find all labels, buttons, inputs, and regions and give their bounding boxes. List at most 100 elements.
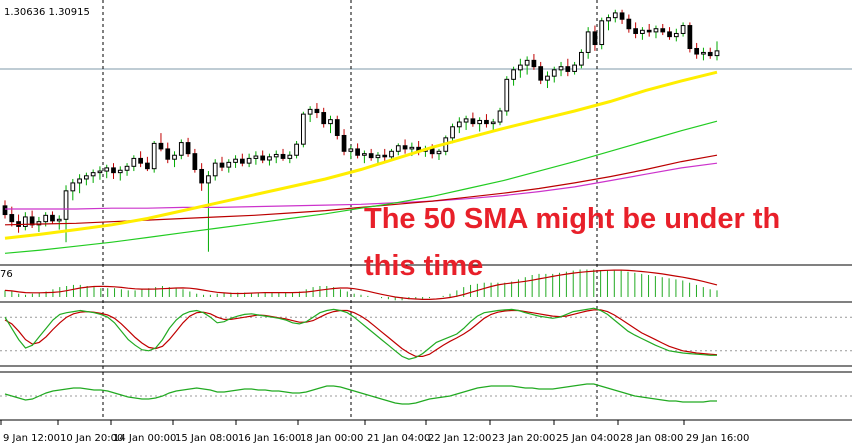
- candle-body: [694, 47, 700, 55]
- candle-body: [606, 17, 611, 22]
- candle-body: [436, 150, 442, 155]
- candle-body: [463, 118, 469, 123]
- candle-body: [294, 143, 299, 156]
- x-tick-label: 18 Jan 00:00: [300, 433, 363, 444]
- candle-body: [511, 69, 516, 80]
- candle-body: [484, 119, 489, 125]
- candle-body: [22, 216, 28, 227]
- candle-body: [50, 214, 55, 222]
- candle-body: [701, 51, 706, 55]
- candle-body: [429, 148, 435, 155]
- candle-body: [199, 168, 205, 184]
- candle-body: [192, 153, 198, 170]
- candle-body: [646, 29, 652, 33]
- sma200-line: [4, 154, 718, 226]
- candle-body: [307, 108, 313, 115]
- candle-body: [667, 31, 672, 38]
- candle-body: [572, 64, 577, 72]
- candle-body: [165, 148, 171, 160]
- x-tick-label: 9 Jan 12:00: [3, 433, 60, 444]
- candle-body: [355, 148, 360, 156]
- candle-body: [226, 161, 232, 168]
- candle-body: [714, 50, 720, 57]
- candle-body: [673, 32, 679, 38]
- candle-body: [63, 190, 69, 220]
- indicator-panels: [0, 269, 852, 405]
- candle-body: [70, 182, 76, 192]
- x-tick-label: 15 Jan 08:00: [175, 433, 238, 444]
- candle-body: [409, 146, 415, 150]
- candle-body: [246, 157, 252, 164]
- candle-body: [321, 112, 327, 125]
- candle-body: [36, 221, 42, 226]
- candle-body: [219, 162, 225, 168]
- macd-signal-line: [4, 269, 718, 300]
- candle-body: [450, 126, 455, 139]
- candle-body: [97, 170, 103, 174]
- candle-body: [368, 153, 374, 159]
- candle-body: [104, 167, 110, 172]
- candle-body: [267, 156, 272, 161]
- instrument-ohlc-label: 1.30636 1.30915: [4, 7, 90, 18]
- candle-body: [239, 158, 245, 164]
- candle-body: [592, 31, 598, 46]
- x-tick-label: 29 Jan 16:00: [686, 433, 749, 444]
- candle-body: [77, 178, 82, 184]
- candle-body: [206, 175, 211, 184]
- candle-body: [138, 157, 143, 164]
- candle-body: [619, 12, 625, 20]
- candle-body: [524, 59, 530, 66]
- candle-body: [599, 20, 605, 46]
- stoch-main-line: [4, 307, 717, 360]
- candle-body: [612, 12, 618, 19]
- annotation-line-1: The 50 SMA might be under th: [364, 203, 780, 235]
- candle-body: [402, 145, 408, 150]
- candle-body: [9, 214, 15, 223]
- candle-body: [84, 175, 89, 180]
- candle-body: [131, 157, 137, 167]
- candle-body: [558, 66, 564, 71]
- candle-body: [375, 154, 381, 159]
- candle-body: [517, 64, 523, 71]
- candle-body: [348, 148, 354, 152]
- candle-body: [389, 150, 394, 158]
- candle-body: [273, 153, 279, 158]
- candle-body: [687, 25, 693, 49]
- candle-body: [680, 25, 686, 34]
- candle-body: [470, 118, 476, 125]
- candle-body: [382, 154, 388, 158]
- candle-body: [117, 169, 123, 174]
- candle-body: [633, 28, 638, 34]
- candle-body: [504, 78, 510, 112]
- x-tick-label: 14 Jan 00:00: [113, 433, 176, 444]
- main-price-panel: [2, 9, 720, 254]
- candle-body: [341, 134, 347, 152]
- x-tick-label: 21 Jan 04:00: [367, 433, 430, 444]
- candle-body: [477, 119, 483, 125]
- candle-body: [660, 28, 666, 33]
- candle-body: [497, 110, 503, 123]
- candle-body: [395, 145, 401, 152]
- candle-body: [185, 142, 191, 155]
- x-tick-label: 22 Jan 12:00: [428, 433, 491, 444]
- candle-body: [2, 205, 8, 216]
- x-tick-label: 23 Jan 20:00: [492, 433, 555, 444]
- candle-body: [43, 214, 49, 223]
- candle-body: [490, 121, 496, 125]
- candle-body: [145, 162, 150, 170]
- sma-magenta-line: [5, 162, 718, 210]
- candle-body: [707, 51, 713, 57]
- sma100-line: [4, 120, 718, 254]
- candle-body: [280, 153, 286, 159]
- candle-body: [158, 142, 164, 150]
- candle-body: [545, 75, 550, 81]
- candle-body: [565, 66, 571, 72]
- candle-body: [172, 154, 177, 160]
- candle-body: [253, 155, 259, 159]
- candle-body: [124, 165, 130, 171]
- candle-body: [626, 18, 632, 30]
- annotation-line-2: this time: [364, 250, 483, 282]
- candle-body: [551, 69, 557, 77]
